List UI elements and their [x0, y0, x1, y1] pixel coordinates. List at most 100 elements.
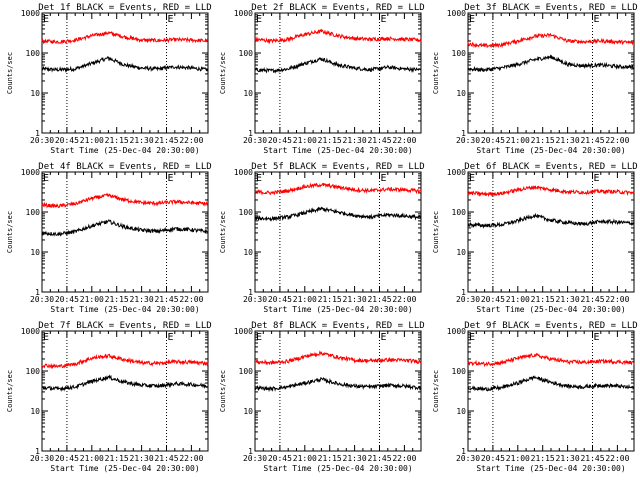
- eclipse-marker-label: E: [168, 332, 174, 343]
- x-tick-label: 21:15: [531, 295, 555, 304]
- chart-title: Det 7f BLACK = Events, RED = LLD: [38, 321, 211, 331]
- y-tick-label: 1: [35, 288, 40, 297]
- chart-panel-8: Det 8f BLACK = Events, RED = LLD 1 10 100 10…: [219, 321, 425, 473]
- eclipse-marker-label: E: [43, 332, 49, 343]
- x-tick-label: 20:45: [55, 136, 79, 145]
- x-tick-label: 20:45: [55, 454, 79, 463]
- y-tick-label: 100: [239, 208, 254, 217]
- eclipse-marker-label: E: [469, 173, 475, 184]
- events-series-line: [254, 206, 422, 222]
- y-tick-label: 1000: [21, 327, 40, 336]
- chart-title: Det 8f BLACK = Events, RED = LLD: [251, 321, 424, 331]
- events-series-line: [254, 57, 422, 74]
- y-axis-label: Counts/sec: [219, 370, 227, 412]
- x-tick-label: 21:30: [130, 454, 154, 463]
- y-tick-label: 100: [239, 367, 254, 376]
- chart-title: Det 5f BLACK = Events, RED = LLD: [251, 162, 424, 172]
- x-tick-label: 22:00: [392, 454, 416, 463]
- y-tick-label: 1: [248, 129, 253, 138]
- x-tick-label: 21:15: [105, 295, 129, 304]
- x-tick-label: 20:45: [481, 454, 505, 463]
- y-tick-label: 10: [243, 89, 253, 98]
- eclipse-marker-label: E: [594, 332, 600, 343]
- y-tick-label: 10: [30, 89, 40, 98]
- x-tick-label: 21:45: [154, 454, 178, 463]
- chart-panel-2: Det 2f BLACK = Events, RED = LLD 1 10 100 10…: [219, 3, 425, 155]
- x-tick-label: 20:30: [30, 136, 54, 145]
- chart-panel-1: Det 1f BLACK = Events, RED = LLD 1 10 100 10…: [6, 3, 212, 155]
- y-tick-label: 1000: [447, 327, 466, 336]
- x-tick-label: 20:30: [456, 454, 480, 463]
- y-tick-label: 10: [30, 407, 40, 416]
- y-tick-label: 100: [26, 367, 41, 376]
- x-tick-label: 21:30: [130, 136, 154, 145]
- x-axis-label: Start Time (25-Dec-04 20:30:00): [50, 464, 199, 473]
- x-tick-label: 21:45: [580, 295, 604, 304]
- eclipse-marker-label: E: [594, 173, 600, 184]
- x-tick-label: 22:00: [179, 136, 203, 145]
- y-tick-label: 1000: [21, 168, 40, 177]
- lld-series-line: [467, 352, 635, 368]
- eclipse-marker-label: E: [594, 14, 600, 25]
- x-tick-label: 21:30: [343, 136, 367, 145]
- x-axis-label: Start Time (25-Dec-04 20:30:00): [476, 305, 625, 314]
- lld-series-line: [467, 184, 635, 198]
- x-tick-label: 22:00: [392, 295, 416, 304]
- lld-series-line: [467, 32, 635, 49]
- x-tick-label: 20:30: [30, 454, 54, 463]
- x-tick-label: 21:15: [531, 136, 555, 145]
- x-tick-label: 21:30: [556, 454, 580, 463]
- chart-title: Det 4f BLACK = Events, RED = LLD: [38, 162, 211, 172]
- y-tick-label: 1000: [447, 168, 466, 177]
- x-tick-label: 21:00: [293, 295, 317, 304]
- x-tick-label: 22:00: [605, 454, 629, 463]
- y-tick-label: 1: [35, 129, 40, 138]
- x-tick-label: 20:30: [243, 295, 267, 304]
- y-tick-label: 100: [452, 208, 467, 217]
- lld-series-line: [41, 353, 209, 370]
- x-tick-label: 22:00: [392, 136, 416, 145]
- chart-panel-9: Det 9f BLACK = Events, RED = LLD 1 10 100 10…: [432, 321, 638, 473]
- events-series-line: [41, 218, 209, 237]
- lld-series-line: [41, 30, 209, 45]
- x-tick-label: 21:00: [506, 295, 530, 304]
- lld-series-line: [41, 192, 209, 209]
- chart-panel-7: Det 7f BLACK = Events, RED = LLD 1 10 100 10…: [6, 321, 212, 473]
- x-tick-label: 20:30: [456, 295, 480, 304]
- eclipse-marker-label: E: [256, 14, 262, 25]
- x-tick-label: 22:00: [605, 295, 629, 304]
- x-axis-label: Start Time (25-Dec-04 20:30:00): [263, 146, 412, 155]
- x-tick-label: 21:15: [105, 136, 129, 145]
- x-axis-label: Start Time (25-Dec-04 20:30:00): [476, 464, 625, 473]
- eclipse-marker-label: E: [381, 14, 387, 25]
- x-tick-label: 20:30: [456, 136, 480, 145]
- eclipse-marker-label: E: [256, 173, 262, 184]
- eclipse-marker-label: E: [469, 14, 475, 25]
- y-tick-label: 1: [461, 447, 466, 456]
- y-tick-label: 100: [452, 49, 467, 58]
- y-tick-label: 100: [26, 49, 41, 58]
- y-tick-label: 10: [456, 248, 466, 257]
- chart-panel-4: Det 4f BLACK = Events, RED = LLD 1 10 100 10…: [6, 162, 212, 314]
- eclipse-marker-label: E: [168, 173, 174, 184]
- x-axis-label: Start Time (25-Dec-04 20:30:00): [263, 305, 412, 314]
- y-tick-label: 10: [456, 89, 466, 98]
- x-tick-label: 21:45: [580, 136, 604, 145]
- x-tick-label: 20:45: [481, 295, 505, 304]
- x-tick-label: 21:00: [293, 136, 317, 145]
- x-tick-label: 22:00: [605, 136, 629, 145]
- x-tick-label: 21:45: [367, 295, 391, 304]
- x-tick-label: 21:45: [580, 454, 604, 463]
- x-axis-label: Start Time (25-Dec-04 20:30:00): [476, 146, 625, 155]
- x-tick-label: 21:30: [343, 295, 367, 304]
- y-tick-label: 1000: [234, 168, 253, 177]
- x-tick-label: 21:15: [318, 454, 342, 463]
- x-tick-label: 20:30: [243, 136, 267, 145]
- x-tick-label: 21:00: [80, 454, 104, 463]
- y-axis-label: Counts/sec: [219, 52, 227, 94]
- y-tick-label: 1: [461, 129, 466, 138]
- chart-panel-5: Det 5f BLACK = Events, RED = LLD 1 10 100 10…: [219, 162, 425, 314]
- y-tick-label: 100: [239, 49, 254, 58]
- chart-title: Det 6f BLACK = Events, RED = LLD: [464, 162, 637, 172]
